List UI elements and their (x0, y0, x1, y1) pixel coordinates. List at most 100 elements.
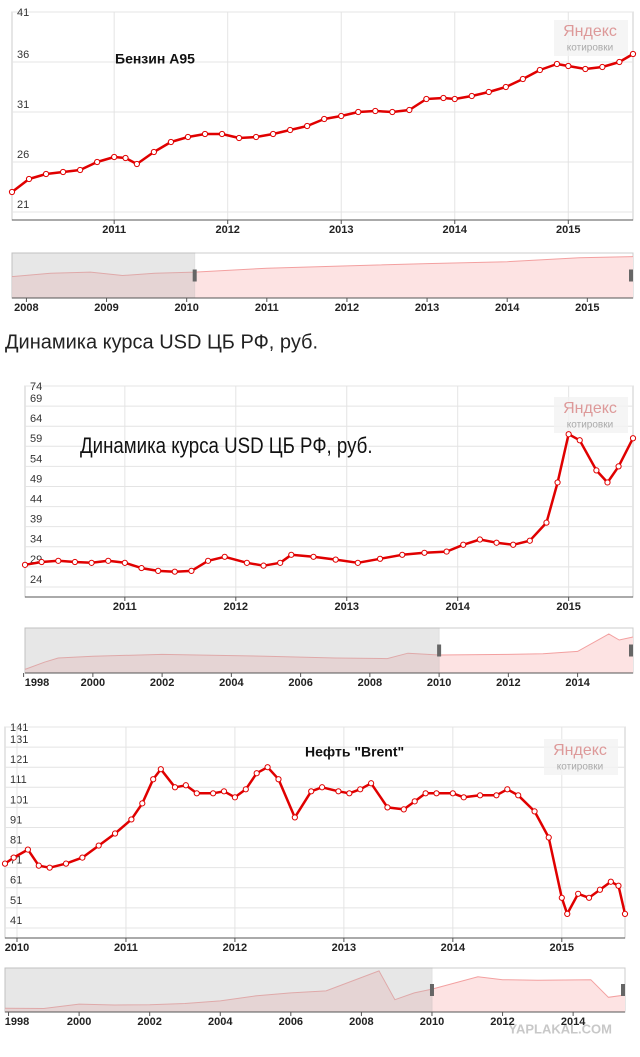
data-point (596, 886, 604, 893)
data-point (111, 153, 118, 161)
data-point (321, 115, 328, 123)
navigator-handle[interactable] (192, 269, 197, 282)
data-point (423, 95, 430, 103)
navigator-handle[interactable] (629, 644, 633, 657)
navigator-tick-label: 1998 (5, 1016, 29, 1028)
x-tick-label: 2014 (443, 224, 468, 236)
data-point (184, 133, 192, 141)
data-point (604, 479, 611, 486)
data-point (629, 50, 637, 58)
data-point (138, 564, 145, 572)
logo-bg (554, 397, 628, 433)
data-point (42, 170, 50, 178)
brand-sub: котировки (557, 762, 603, 773)
data-point (558, 894, 565, 901)
navigator-tick-label: 2000 (67, 1016, 91, 1028)
data-point (38, 558, 45, 566)
data-point (188, 567, 195, 574)
data-point (335, 788, 342, 795)
data-point (376, 555, 384, 562)
navigator-tick-label: 2006 (279, 1016, 303, 1028)
data-point (128, 816, 135, 823)
data-point (210, 790, 217, 797)
data-point (35, 862, 42, 869)
data-point (468, 92, 475, 100)
data-point (433, 790, 440, 797)
navigator-tick-label: 2014 (495, 302, 520, 314)
navigator-mask (4, 967, 433, 1013)
watermark: YAPLAKAL.COM (508, 1021, 612, 1036)
navigator-line (11, 256, 634, 278)
data-point (204, 557, 212, 564)
data-point (260, 562, 267, 569)
navigator-tick-label: 2002 (137, 1016, 161, 1028)
y-tick-label: 54 (30, 453, 42, 465)
data-point (150, 776, 157, 783)
navigator-area (12, 256, 633, 298)
data-point (615, 882, 622, 889)
x-tick-label: 2015 (556, 601, 580, 613)
logo-bg (544, 739, 618, 775)
data-point (150, 148, 158, 156)
navigator-handle[interactable] (629, 269, 633, 282)
data-point (318, 784, 326, 791)
navigator-handle[interactable] (621, 984, 625, 996)
y-tick-label: 101 (10, 794, 28, 806)
navigator-area (25, 634, 633, 673)
y-tick-label: 44 (30, 493, 42, 505)
data-point (105, 557, 112, 564)
data-point (88, 559, 95, 566)
data-point (71, 558, 79, 566)
x-tick-label: 2011 (113, 601, 137, 613)
navigator-handle[interactable] (437, 644, 442, 657)
y-tick-label: 91 (10, 814, 22, 826)
data-point (493, 792, 500, 799)
data-point (443, 548, 450, 555)
navigator-handle[interactable] (429, 984, 434, 996)
navigator-tick-label: 1998 (25, 677, 49, 689)
navigator-tick-label: 2002 (150, 677, 174, 689)
data-point (440, 94, 447, 102)
data-point (235, 134, 243, 142)
chart-title: Бензин А95 (115, 51, 195, 67)
data-point (275, 776, 282, 783)
data-point (139, 800, 146, 807)
data-point (221, 553, 228, 560)
logo-bg (554, 20, 628, 56)
data-point (193, 790, 200, 797)
data-point (493, 539, 500, 546)
data-point (62, 860, 70, 867)
data-point (79, 854, 86, 861)
data-point (384, 804, 391, 811)
data-point (1, 860, 9, 867)
data-point (582, 65, 589, 73)
navigator-mask (24, 627, 440, 674)
data-point (77, 166, 84, 174)
data-point (24, 846, 31, 853)
data-point (451, 95, 458, 103)
x-tick-label: 2013 (332, 942, 356, 954)
data-point (536, 66, 544, 74)
chart-title: Динамика курса USD ЦБ РФ, руб. (80, 434, 373, 458)
data-point (400, 806, 407, 813)
data-point (291, 814, 298, 821)
data-point (264, 764, 271, 771)
y-tick-label: 36 (17, 49, 29, 61)
data-point (8, 188, 16, 196)
data-point (554, 479, 561, 486)
data-point (616, 58, 623, 66)
navigator-tick-label: 2004 (219, 677, 244, 689)
data-point (411, 798, 418, 805)
navigator-tick-label: 2012 (490, 1016, 514, 1028)
data-point (46, 864, 53, 871)
y-tick-label: 61 (10, 875, 22, 887)
data-point (287, 126, 294, 134)
x-tick-label: 2013 (335, 601, 359, 613)
data-point (59, 168, 67, 176)
navigator-tick-label: 2008 (358, 677, 382, 689)
data-point (242, 786, 249, 793)
data-point (167, 138, 175, 146)
navigator-tick-label: 2008 (14, 302, 38, 314)
